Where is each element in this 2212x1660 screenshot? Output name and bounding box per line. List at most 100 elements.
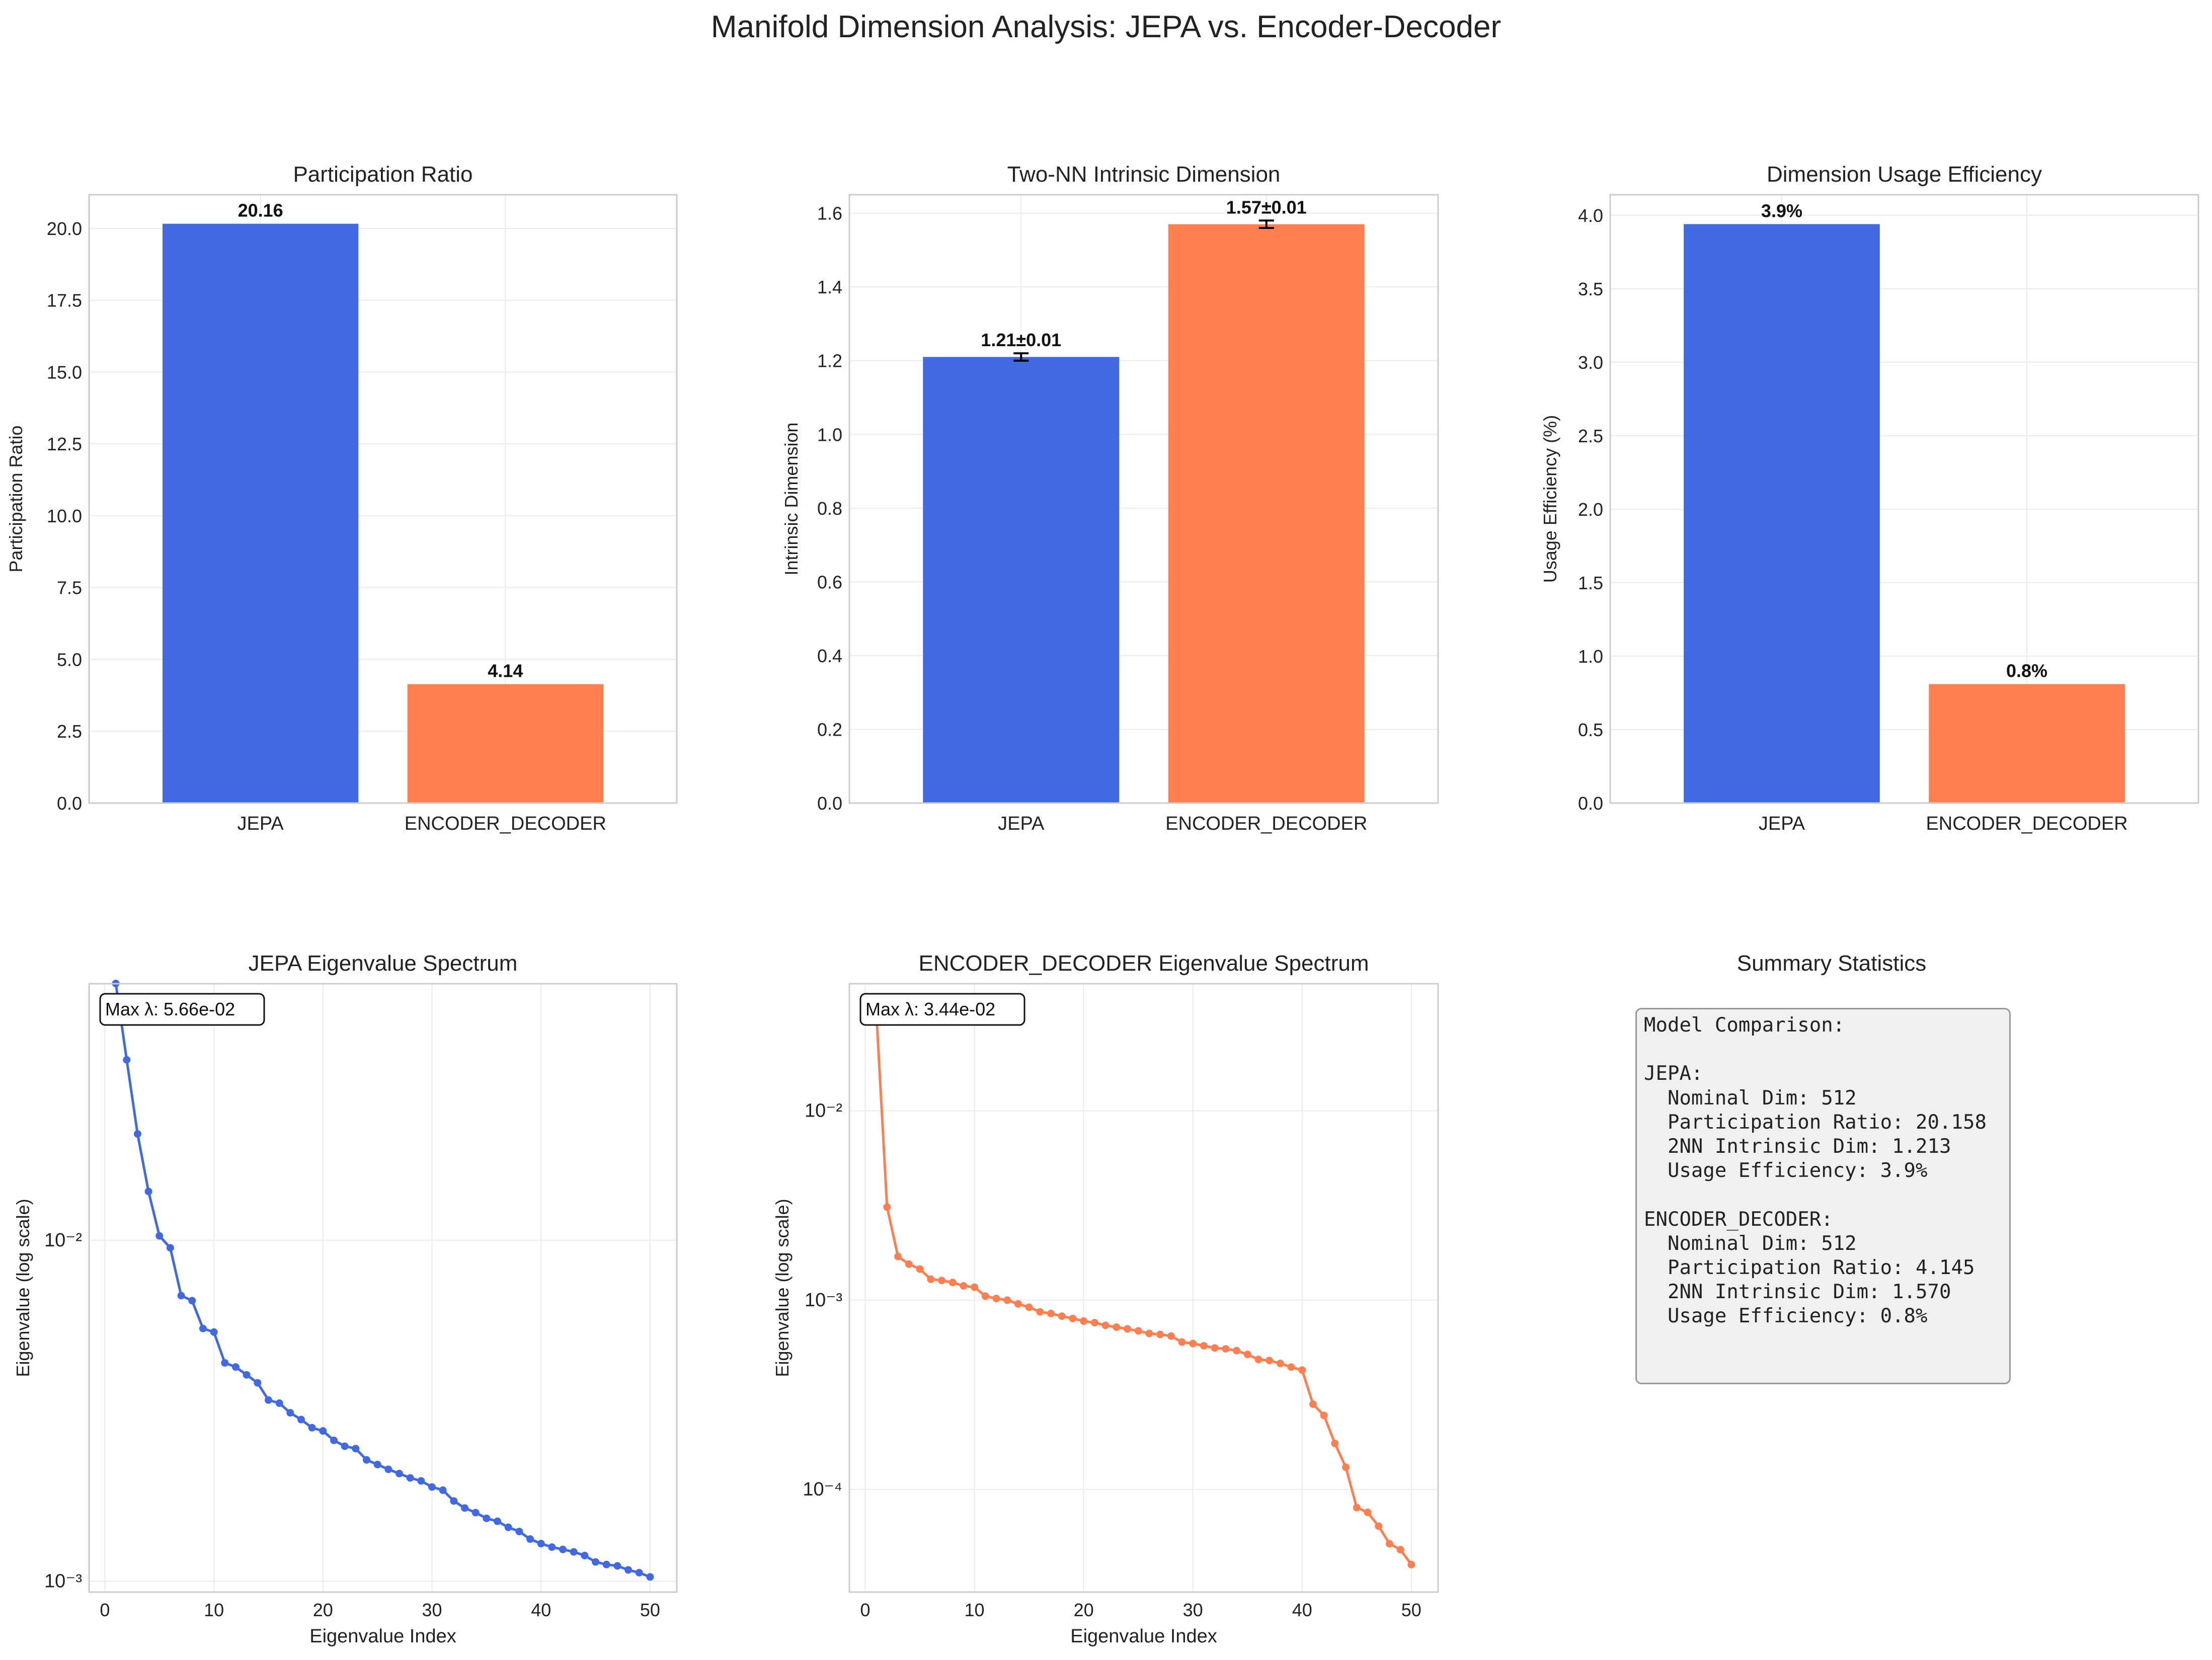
encoder-decoder-spectrum-plot-area — [849, 984, 1438, 1592]
encoder-decoder-spectrum-data-point — [883, 1203, 891, 1211]
participation-ratio-y-tick-label: 0.0 — [57, 793, 82, 814]
jepa-spectrum-axes-border — [88, 983, 678, 1593]
jepa-spectrum-data-point — [471, 1509, 480, 1517]
participation-ratio-axes-border — [88, 194, 678, 804]
jepa-spectrum-data-point — [559, 1545, 567, 1553]
jepa-spectrum-x-tick-label: 50 — [640, 1600, 660, 1620]
encoder-decoder-spectrum-data-point — [1069, 1314, 1077, 1322]
usage-efficiency-y-tick-label: 1.0 — [1578, 646, 1603, 667]
jepa-spectrum-annotation-box — [99, 993, 265, 1026]
encoder-decoder-spectrum-data-point — [949, 1279, 957, 1287]
participation-ratio-title: Participation Ratio — [293, 162, 472, 187]
jepa-spectrum-data-point — [275, 1399, 283, 1407]
jepa-spectrum-data-point — [166, 1244, 174, 1252]
participation-ratio-y-tick-label: 12.5 — [47, 434, 82, 454]
participation-ratio-y-axis-label: Participation Ratio — [6, 425, 26, 572]
jepa-spectrum-data-point — [450, 1497, 458, 1505]
two-nn-dimension-y-axis-label: Intrinsic Dimension — [781, 422, 802, 575]
jepa-spectrum-x-tick-label: 40 — [531, 1600, 551, 1620]
encoder-decoder-spectrum-data-point — [1003, 1296, 1011, 1304]
jepa-spectrum-x-tick-label: 0 — [100, 1600, 110, 1620]
encoder-decoder-spectrum-data-point — [1331, 1440, 1339, 1448]
jepa-spectrum-data-point — [144, 1188, 152, 1196]
two-nn-dimension-value-label: 1.21±0.01 — [981, 330, 1061, 350]
two-nn-dimension-bar — [1168, 224, 1365, 804]
jepa-spectrum-data-point — [461, 1504, 469, 1512]
encoder-decoder-spectrum-data-point — [1254, 1356, 1262, 1364]
encoder-decoder-spectrum-data-point — [1025, 1303, 1033, 1311]
jepa-spectrum-data-point — [646, 1573, 654, 1581]
two-nn-dimension-y-tick-label: 0.4 — [817, 646, 842, 666]
jepa-spectrum-data-point — [635, 1568, 643, 1576]
encoder-decoder-spectrum-data-point — [971, 1283, 979, 1291]
usage-efficiency-y-tick-label: 3.0 — [1578, 352, 1603, 373]
encoder-decoder-spectrum-y-tick-label: 10⁻⁴ — [803, 1479, 842, 1500]
summary-statistics-text: Model Comparison: JEPA: Nominal Dim: 512… — [1644, 1014, 1987, 1328]
jepa-spectrum-data-point — [133, 1130, 141, 1138]
encoder-decoder-spectrum-data-point — [1080, 1317, 1088, 1325]
jepa-spectrum-data-point — [188, 1297, 196, 1305]
two-nn-dimension-y-tick-label: 0.8 — [817, 498, 842, 519]
jepa-spectrum-data-point — [341, 1442, 349, 1450]
two-nn-dimension-value-label: 1.57±0.01 — [1226, 197, 1307, 217]
jepa-spectrum-data-point — [330, 1436, 338, 1444]
encoder-decoder-spectrum-data-point — [905, 1260, 913, 1268]
two-nn-dimension-axes-border — [848, 194, 1439, 804]
encoder-decoder-spectrum-data-point — [1058, 1312, 1066, 1320]
participation-ratio-bar — [163, 223, 359, 804]
encoder-decoder-spectrum-data-point — [1200, 1341, 1208, 1350]
usage-efficiency-y-tick-label: 2.5 — [1578, 426, 1603, 446]
summary-statistics-box: Model Comparison: JEPA: Nominal Dim: 512… — [1635, 1008, 2011, 1384]
usage-efficiency-value-label: 3.9% — [1761, 200, 1802, 221]
usage-efficiency-axes-border — [1609, 194, 2199, 804]
encoder-decoder-spectrum-data-point — [937, 1277, 945, 1285]
encoder-decoder-spectrum-data-point — [1211, 1344, 1219, 1352]
encoder-decoder-spectrum-data-point — [916, 1265, 924, 1273]
jepa-spectrum-data-point — [483, 1514, 491, 1522]
two-nn-dimension-y-tick-label: 1.0 — [817, 424, 842, 445]
encoder-decoder-spectrum-data-point — [1113, 1323, 1121, 1331]
two-nn-dimension-y-tick-label: 1.6 — [817, 203, 842, 224]
encoder-decoder-spectrum-data-point — [1145, 1329, 1153, 1337]
jepa-spectrum-data-point — [319, 1427, 327, 1435]
participation-ratio-bar — [407, 684, 603, 803]
jepa-spectrum-data-point — [494, 1517, 502, 1525]
two-nn-dimension-y-tick-label: 0.2 — [817, 719, 842, 740]
encoder-decoder-spectrum-y-tick-label: 10⁻² — [805, 1100, 842, 1122]
usage-efficiency-y-tick-label: 2.0 — [1578, 499, 1603, 520]
jepa-spectrum-data-point — [231, 1363, 240, 1371]
participation-ratio-y-tick-label: 2.5 — [57, 721, 82, 742]
encoder-decoder-spectrum-data-point — [1134, 1327, 1142, 1335]
encoder-decoder-spectrum-data-point — [1090, 1319, 1098, 1327]
jepa-spectrum-data-point — [373, 1461, 381, 1469]
participation-ratio-y-tick-label: 5.0 — [57, 649, 82, 670]
two-nn-dimension-bar — [923, 357, 1120, 803]
encoder-decoder-spectrum-data-point — [1287, 1363, 1295, 1371]
jepa-spectrum-data-point — [254, 1379, 262, 1387]
jepa-spectrum-data-point — [537, 1540, 545, 1548]
encoder-decoder-spectrum-data-point — [1167, 1332, 1175, 1340]
encoder-decoder-spectrum-data-point — [960, 1282, 968, 1290]
encoder-decoder-spectrum-data-point — [1243, 1351, 1251, 1359]
participation-ratio-x-tick-label: ENCODER_DECODER — [405, 813, 606, 834]
jepa-spectrum-data-point — [406, 1474, 414, 1482]
usage-efficiency-y-tick-label: 0.0 — [1578, 793, 1603, 814]
usage-efficiency-x-tick-label: ENCODER_DECODER — [1926, 813, 2127, 834]
jepa-spectrum-data-point — [177, 1292, 185, 1300]
encoder-decoder-spectrum-x-tick-label: 20 — [1074, 1600, 1094, 1620]
two-nn-dimension-x-tick-label: ENCODER_DECODER — [1165, 813, 1367, 834]
jepa-spectrum-data-point — [504, 1523, 512, 1531]
encoder-decoder-spectrum-data-point — [1276, 1360, 1284, 1368]
encoder-decoder-spectrum-data-point — [1364, 1509, 1372, 1517]
usage-efficiency-y-axis-label: Usage Efficiency (%) — [1540, 415, 1560, 583]
jepa-spectrum-data-point — [602, 1560, 610, 1568]
encoder-decoder-spectrum-data-point — [1396, 1546, 1404, 1554]
usage-efficiency-y-tick-label: 3.5 — [1578, 279, 1603, 299]
encoder-decoder-spectrum-x-tick-label: 50 — [1401, 1600, 1421, 1620]
jepa-spectrum-data-point — [210, 1328, 218, 1336]
participation-ratio-x-tick-label: JEPA — [238, 813, 284, 834]
encoder-decoder-spectrum-data-point — [1036, 1308, 1044, 1316]
encoder-decoder-spectrum-data-point — [1266, 1357, 1274, 1365]
encoder-decoder-spectrum-annotation: Max λ: 3.44e-02 — [865, 999, 995, 1019]
